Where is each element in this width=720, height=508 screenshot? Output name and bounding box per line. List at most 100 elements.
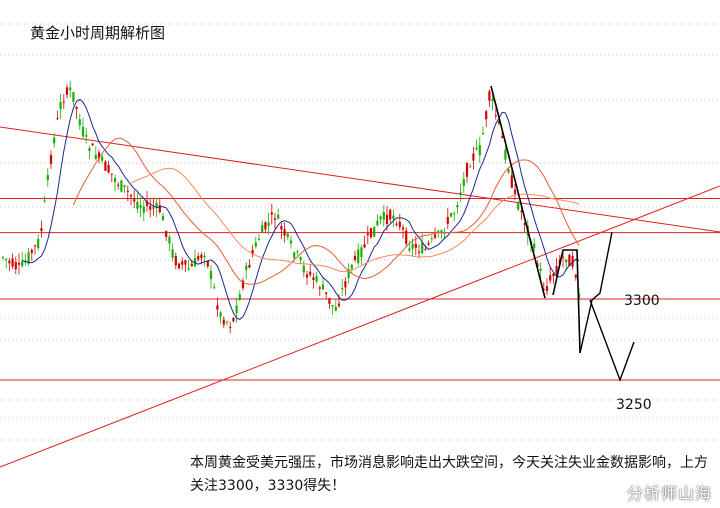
candle-body-127 — [408, 248, 411, 251]
candle-body-108 — [347, 269, 350, 278]
candle-body-136 — [437, 230, 440, 233]
candle-body-120 — [385, 214, 389, 224]
candle-body-68 — [219, 312, 222, 317]
candle-body-156 — [501, 136, 504, 139]
candle-body-66 — [213, 286, 216, 288]
candle-body-76 — [245, 265, 248, 270]
candle-body-171 — [549, 275, 552, 281]
candle-body-140 — [449, 213, 453, 217]
candle-body-4 — [14, 262, 17, 270]
candle-body-147 — [472, 153, 475, 161]
candle-body-143 — [459, 192, 462, 195]
candle-body-6 — [21, 261, 24, 266]
candle-body-91 — [293, 252, 296, 259]
price-label-3300: 3300 — [624, 293, 660, 309]
candle-body-154 — [494, 115, 497, 117]
candle-body-47 — [152, 207, 155, 209]
candle-body-32 — [104, 161, 107, 171]
candle-body-9 — [30, 249, 33, 253]
candle-body-115 — [369, 228, 373, 238]
candle-body-106 — [341, 288, 344, 290]
candle-body-18 — [59, 102, 62, 110]
candle-body-131 — [421, 242, 424, 254]
candle-body-26 — [85, 134, 88, 137]
candle-body-176 — [565, 259, 568, 263]
candle-body-133 — [427, 242, 430, 245]
candle-body-42 — [136, 201, 139, 209]
ascending-trendline — [0, 185, 720, 468]
candle-body-51 — [165, 230, 168, 238]
candle-body-90 — [289, 240, 293, 244]
candle-body-25 — [81, 127, 85, 137]
descending-trendline — [0, 126, 720, 233]
candle-body-52 — [168, 236, 171, 244]
candle-body-114 — [366, 233, 369, 236]
candle-body-97 — [312, 277, 315, 281]
candle-body-20 — [65, 87, 69, 95]
candle-body-152 — [488, 91, 491, 101]
candle-body-49 — [158, 205, 161, 213]
candle-body-139 — [446, 217, 449, 224]
candle-body-169 — [542, 288, 545, 290]
candle-body-170 — [545, 286, 549, 291]
candle-body-39 — [126, 191, 129, 193]
candle-body-65 — [209, 270, 213, 280]
candle-body-8 — [27, 252, 30, 264]
candle-body-22 — [72, 92, 75, 102]
candle-body-172 — [552, 273, 555, 277]
projection-up-stroke — [579, 231, 613, 354]
candle-body-163 — [523, 223, 526, 225]
candle-body-50 — [161, 215, 165, 221]
candle-body-56 — [181, 261, 184, 265]
candle-body-157 — [504, 149, 507, 160]
candle-body-72 — [232, 317, 235, 322]
candle-body-58 — [187, 268, 190, 270]
candle-body-100 — [321, 284, 325, 290]
candle-body-83 — [267, 222, 270, 226]
candle-body-132 — [424, 248, 427, 250]
candle-body-103 — [331, 305, 334, 307]
candle-body-95 — [305, 274, 309, 278]
candle-body-155 — [497, 121, 501, 124]
moving-average-fast — [22, 98, 580, 320]
decline-stroke — [490, 85, 546, 299]
candle-body-80 — [257, 238, 261, 240]
candle-body-82 — [264, 222, 267, 230]
chart-title: 黄金小时周期解析图 — [30, 24, 166, 42]
candle-body-38 — [123, 185, 126, 187]
projection-down-stroke — [589, 299, 635, 383]
candle-body-89 — [286, 233, 289, 238]
candle-body-125 — [401, 227, 405, 230]
moving-average-slow — [72, 137, 580, 285]
moving-average-long — [130, 167, 580, 273]
candle-body-29 — [94, 154, 97, 160]
candle-body-11 — [37, 239, 40, 249]
candle-body-79 — [254, 242, 257, 247]
candle-body-81 — [261, 225, 264, 232]
candle-body-113 — [363, 244, 366, 248]
candle-body-142 — [456, 204, 459, 208]
candle-body-71 — [229, 326, 232, 329]
candle-body-122 — [392, 215, 395, 220]
candle-body-99 — [318, 287, 321, 289]
candle-body-12 — [40, 228, 43, 231]
candle-body-168 — [539, 268, 542, 272]
candle-body-166 — [533, 243, 536, 249]
candle-body-35 — [113, 178, 117, 183]
candle-body-36 — [117, 184, 120, 186]
candle-body-162 — [520, 210, 523, 213]
candle-body-84 — [270, 212, 273, 215]
analysis-comment: 本周黄金受美元强压，市场消息影响走出大跌空间，今天关注失业金数据影响，上方关注3… — [190, 455, 708, 494]
candle-body-148 — [475, 147, 478, 150]
candle-body-30 — [97, 152, 101, 159]
drop-stroke — [552, 249, 581, 354]
candle-body-161 — [517, 202, 520, 210]
candle-body-98 — [315, 276, 318, 282]
candle-body-153 — [491, 98, 494, 102]
candle-body-146 — [469, 166, 472, 168]
candle-body-121 — [389, 209, 392, 220]
candle-body-24 — [78, 119, 81, 126]
candle-body-16 — [53, 137, 56, 144]
candle-body-145 — [465, 163, 469, 177]
candle-body-53 — [171, 249, 174, 258]
